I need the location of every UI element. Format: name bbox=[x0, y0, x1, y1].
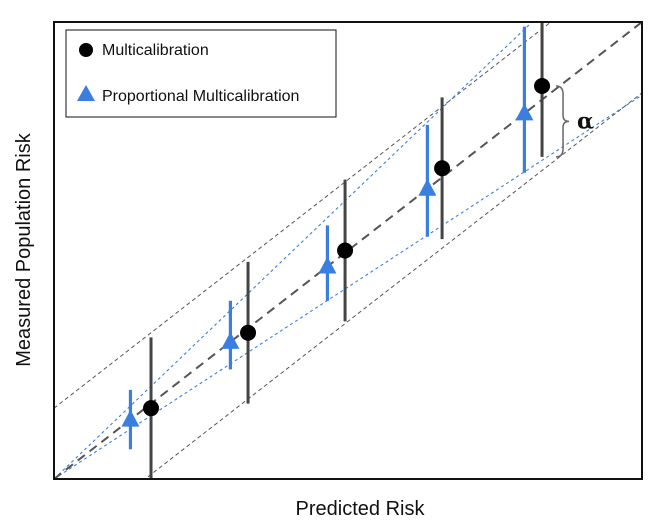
legend-box bbox=[65, 29, 337, 118]
data-markers bbox=[121, 77, 551, 427]
data-point-proportional bbox=[221, 331, 240, 349]
x-axis-label: Predicted Risk bbox=[296, 498, 426, 520]
y-axis-label: Measured Population Risk bbox=[13, 132, 35, 366]
alpha-label: α bbox=[577, 108, 594, 134]
band-lower-proportional bbox=[54, 94, 642, 479]
data-point-proportional bbox=[515, 103, 534, 121]
data-point-multicalibration bbox=[240, 324, 257, 341]
data-point-proportional bbox=[418, 178, 437, 196]
data-point-proportional bbox=[121, 409, 140, 427]
plot-frame bbox=[53, 21, 643, 480]
data-point-proportional bbox=[318, 256, 337, 274]
data-point-multicalibration bbox=[534, 77, 551, 94]
legend-marker-proportional bbox=[77, 85, 95, 101]
band-upper-multicalibration bbox=[54, 22, 552, 409]
data-point-multicalibration bbox=[143, 400, 160, 417]
legend-label-proportional: Proportional Multicalibration bbox=[102, 88, 299, 105]
alpha-brace bbox=[555, 85, 570, 158]
data-point-multicalibration bbox=[434, 160, 451, 177]
legend-marker-multicalibration bbox=[79, 43, 93, 57]
legend: Multicalibration Proportional Multicalib… bbox=[65, 29, 337, 118]
confidence-bands bbox=[54, 22, 642, 479]
legend-label-multicalibration: Multicalibration bbox=[102, 42, 209, 59]
alpha-annotation: α bbox=[555, 85, 594, 158]
band-lower-multicalibration bbox=[144, 92, 642, 479]
data-point-multicalibration bbox=[337, 242, 354, 259]
